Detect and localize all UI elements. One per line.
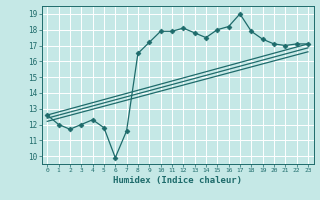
X-axis label: Humidex (Indice chaleur): Humidex (Indice chaleur) xyxy=(113,176,242,185)
